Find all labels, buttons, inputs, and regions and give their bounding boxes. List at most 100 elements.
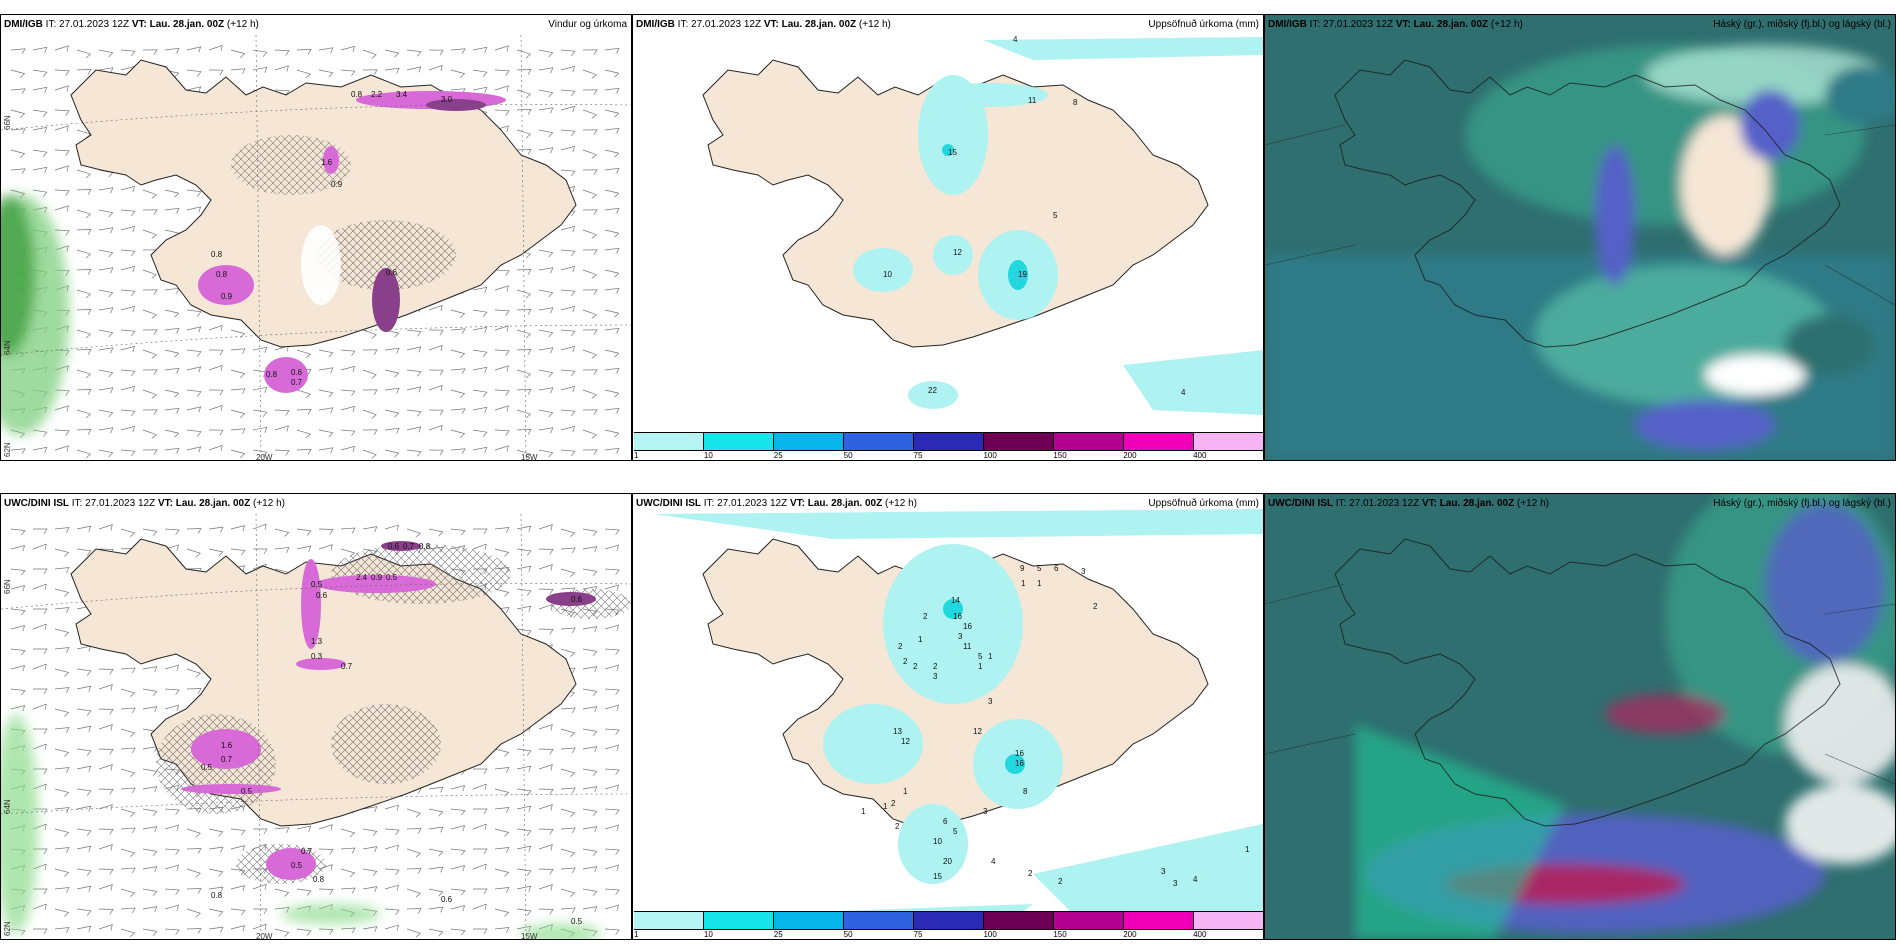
panel-header: UWC/DINI ISL IT: 27.01.2023 12Z VT: Lau.… — [633, 494, 1263, 514]
wind-barb — [340, 927, 356, 934]
colorbar-segment — [704, 912, 774, 929]
wind-barb — [494, 887, 510, 893]
valid-time: VT: Lau. 28.jan. 00Z — [763, 19, 857, 30]
wind-barb — [54, 45, 69, 52]
wind-barb — [472, 783, 487, 790]
wind-barb — [98, 788, 114, 795]
wind-barb — [164, 824, 179, 831]
wind-barb — [318, 367, 334, 374]
value-label: 3 — [933, 672, 938, 681]
wind-barb — [582, 826, 598, 833]
wind-barb — [582, 229, 597, 239]
value-label: 15 — [933, 872, 942, 881]
wind-barb — [32, 446, 48, 453]
wind-barb — [98, 187, 114, 194]
value-label: 10 — [883, 270, 892, 279]
wind-barb — [582, 349, 597, 359]
wind-barb — [230, 348, 246, 355]
wind-barb — [10, 48, 26, 55]
wind-barb — [10, 149, 26, 158]
wind-barb — [604, 349, 620, 358]
valid-time: VT: Lau. 28.jan. 00Z — [1421, 498, 1515, 509]
value-label: 0.6 — [386, 268, 398, 277]
wind-barb — [560, 787, 576, 794]
wind-barb — [208, 349, 224, 356]
value-label: 0.8 — [351, 90, 363, 99]
wind-barb — [428, 826, 444, 833]
wind-barb — [76, 209, 92, 219]
colorbar-tick-label: 10 — [703, 930, 713, 939]
wind-barb — [538, 844, 553, 851]
wind-barb — [54, 189, 70, 196]
wind-barb — [582, 269, 597, 279]
cloud-map — [1265, 15, 1895, 460]
wind-barb — [76, 548, 92, 556]
wind-barb — [560, 907, 576, 914]
wind-barb — [516, 908, 532, 916]
wind-barb — [164, 544, 179, 551]
wind-barb — [582, 568, 598, 577]
wind-barb — [428, 848, 444, 857]
wind-barb — [186, 326, 202, 333]
value-label: 0.9 — [331, 180, 343, 189]
colorbar-segment — [1054, 433, 1124, 450]
wind-barb — [516, 308, 532, 315]
wind-barb — [340, 405, 356, 413]
wind-barb — [406, 888, 421, 898]
wind-barb — [582, 289, 598, 295]
wind-barb — [318, 544, 333, 551]
wind-barb — [582, 528, 598, 537]
wind-barb — [516, 605, 532, 612]
wind-barb — [10, 168, 26, 175]
wind-barb — [208, 69, 224, 76]
value-label: 0.8 — [211, 891, 223, 900]
value-label: 3 — [988, 697, 993, 706]
wind-barb — [428, 369, 444, 376]
wind-barb — [384, 884, 399, 891]
hatched-areas — [231, 135, 456, 305]
wind-barb — [54, 445, 69, 452]
wind-barb — [142, 528, 158, 537]
wind-barb — [76, 369, 92, 379]
wind-barb — [32, 903, 47, 910]
wind-barb — [208, 526, 224, 533]
wind-barb — [120, 409, 136, 417]
wind-barb — [473, 848, 488, 855]
wind-barb — [384, 67, 400, 74]
wind-barb — [54, 847, 70, 853]
wind-barb — [582, 746, 598, 753]
precip-sea — [983, 37, 1263, 415]
wind-barb — [120, 707, 136, 714]
wind-barb — [494, 588, 510, 597]
panel-bottom-cloud: UWC/DINI ISL IT: 27.01.2023 12Z VT: Lau.… — [1264, 493, 1896, 940]
wind-barb — [186, 908, 201, 918]
wind-barb — [142, 906, 158, 913]
wind-barb — [538, 724, 553, 731]
wind-barb — [450, 785, 466, 792]
wind-barb — [76, 268, 92, 275]
wind-barb — [362, 69, 378, 75]
wind-barb — [33, 928, 48, 935]
wind-barb — [472, 326, 488, 333]
wind-barb — [516, 329, 532, 339]
wind-barb — [120, 225, 136, 233]
wind-barb — [98, 369, 114, 378]
wind-barb — [450, 429, 466, 438]
wind-barb — [516, 369, 532, 379]
value-label: 2 — [898, 642, 903, 651]
wind-barb — [560, 409, 576, 417]
wind-barb — [98, 427, 114, 434]
wind-barb — [472, 406, 488, 413]
wind-barb — [494, 429, 510, 436]
wind-barb — [428, 906, 444, 913]
value-label: 10 — [933, 837, 942, 846]
wind-barb — [428, 808, 444, 817]
lead-time: (+12 h) — [226, 19, 259, 30]
wind-barb — [340, 887, 356, 894]
wind-barb — [582, 688, 598, 697]
wind-barb — [98, 868, 114, 875]
wind-barb — [142, 209, 158, 215]
wind-barb — [274, 449, 290, 456]
value-label: 0.5 — [571, 917, 583, 926]
rain-amount-labels: 0.8 2.2 3.43.01.60.90.80.80.90.60.60.70.8 — [211, 90, 453, 387]
